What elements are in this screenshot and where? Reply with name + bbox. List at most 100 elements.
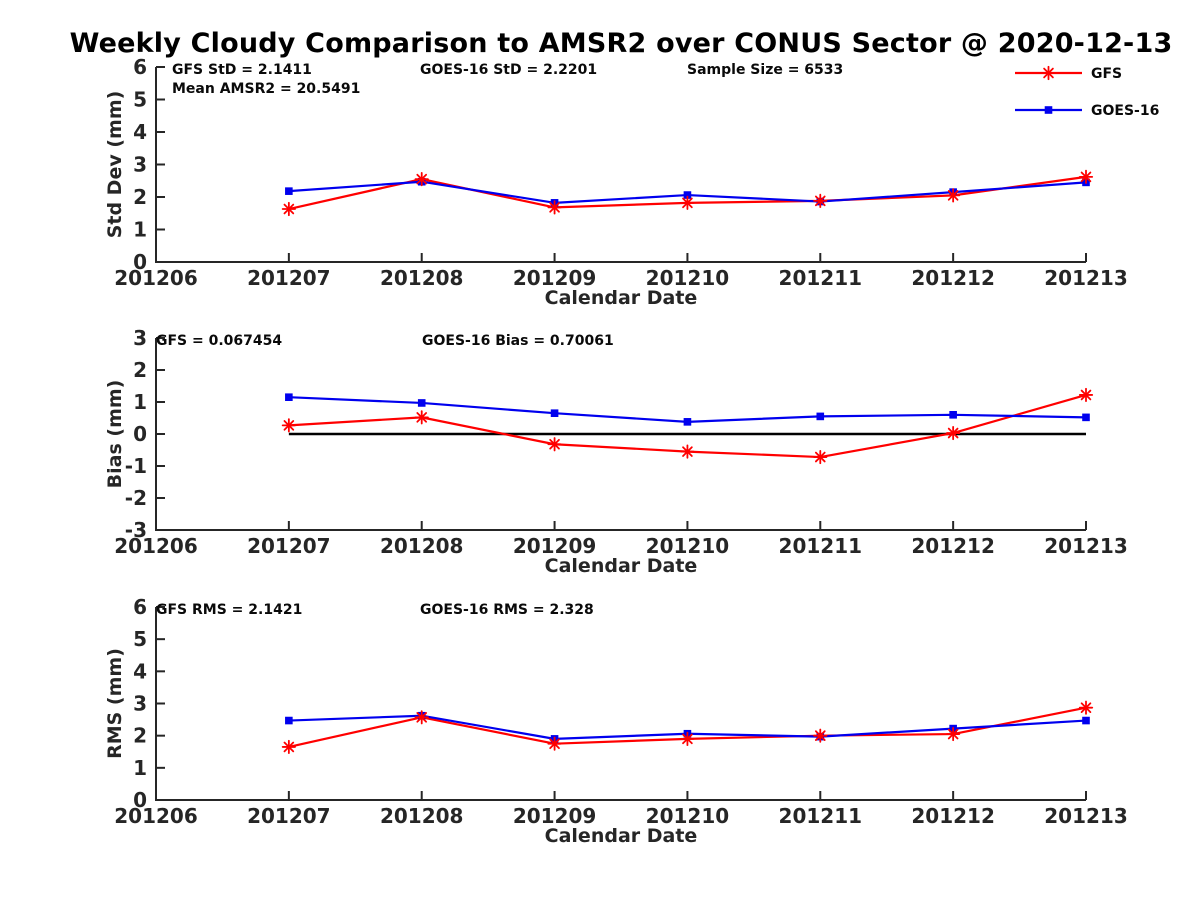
annotation: GFS = 0.067454	[156, 333, 282, 349]
x-tick-label: 201209	[513, 266, 597, 290]
asterisk-marker	[1043, 67, 1054, 79]
gfs-markers	[281, 387, 1094, 465]
asterisk-marker	[416, 173, 428, 185]
asterisk-marker	[549, 438, 560, 450]
y-tick-label: 2	[133, 358, 147, 382]
asterisk-marker	[682, 733, 693, 745]
asterisk-marker	[1080, 389, 1092, 401]
x-tick-label: 201212	[911, 266, 995, 290]
y-tick-label: -1	[125, 454, 147, 478]
x-tick-label: 201210	[646, 266, 730, 290]
square-marker	[683, 191, 692, 199]
x-tick-label: 201207	[247, 804, 331, 828]
asterisk-marker	[947, 190, 959, 201]
y-tick-label: -3	[125, 518, 147, 542]
y-tick-label: 0	[133, 250, 147, 274]
legend-item-goes-16: GOES-16	[1015, 103, 1159, 119]
x-axis-label: Calendar Date	[545, 825, 698, 847]
y-tick-label: 0	[133, 422, 147, 446]
x-axis-label: Calendar Date	[545, 555, 698, 577]
square-marker	[285, 393, 293, 401]
square-marker	[285, 716, 293, 725]
asterisk-marker	[416, 412, 428, 423]
asterisk-marker	[1080, 702, 1092, 713]
annotation: Mean AMSR2 = 20.5491	[172, 81, 360, 97]
x-tick-label: 201213	[1044, 534, 1128, 558]
asterisk-marker	[283, 741, 295, 753]
x-tick-label: 201211	[779, 534, 863, 558]
asterisk-marker	[283, 203, 295, 215]
y-tick-label: 1	[133, 756, 147, 780]
y-tick-label: 4	[133, 120, 147, 144]
y-tick-label: 5	[133, 627, 147, 651]
x-tick-label: 201210	[646, 804, 730, 828]
x-tick-label: 201207	[247, 266, 331, 290]
annotation: GOES-16 RMS = 2.328	[420, 602, 594, 618]
square-marker	[550, 409, 559, 417]
x-tick-label: 201212	[911, 804, 995, 828]
y-tick-label: 4	[133, 659, 147, 683]
annotation: Sample Size = 6533	[687, 62, 843, 78]
y-tick-label: 3	[133, 153, 147, 177]
asterisk-marker	[1080, 171, 1092, 183]
asterisk-marker	[814, 451, 826, 463]
x-tick-label: 201209	[513, 534, 597, 558]
x-tick-label: 201206	[114, 266, 198, 290]
x-tick-label: 201208	[380, 804, 464, 828]
y-tick-label: 6	[133, 595, 147, 619]
asterisk-marker	[549, 738, 560, 750]
subplot-rms-mm: 0 1 2 3 4 5 6 201206 201207 201208 201209 201210 201…	[104, 595, 1128, 847]
x-tick-label: 201212	[911, 534, 995, 558]
y-tick-label: -2	[125, 486, 147, 510]
y-axis-label: RMS (mm)	[104, 648, 126, 759]
asterisk-marker	[416, 712, 428, 723]
x-axis-label: Calendar Date	[545, 287, 698, 309]
goes-16-markers	[285, 393, 1090, 426]
asterisk-marker	[682, 446, 693, 457]
y-tick-label: 3	[133, 692, 147, 716]
x-tick-label: 201208	[380, 266, 464, 290]
y-tick-label: 6	[133, 55, 147, 79]
square-marker	[949, 411, 957, 419]
y-axis-label: Bias (mm)	[104, 380, 126, 489]
x-tick-label: 201206	[114, 804, 198, 828]
y-axis-label: Std Dev (mm)	[104, 91, 126, 239]
annotation: GOES-16 Bias = 0.70061	[422, 333, 614, 349]
y-tick-label: 1	[133, 218, 147, 242]
x-tick-label: 201213	[1044, 266, 1128, 290]
square-marker	[1044, 106, 1053, 114]
x-tick-label: 201210	[646, 534, 730, 558]
y-tick-label: 5	[133, 88, 147, 112]
asterisk-marker	[947, 427, 959, 439]
x-tick-label: 201207	[247, 534, 331, 558]
legend-label: GOES-16	[1091, 103, 1159, 119]
y-tick-label: 2	[133, 724, 147, 748]
y-tick-label: 2	[133, 185, 147, 209]
square-marker	[683, 418, 692, 426]
x-tick-label: 201211	[779, 266, 863, 290]
legend-label: GFS	[1091, 66, 1122, 82]
square-marker	[417, 399, 426, 407]
annotation: GFS RMS = 2.1421	[156, 602, 302, 618]
square-marker	[285, 187, 293, 195]
annotation: GOES-16 StD = 2.2201	[420, 62, 597, 78]
asterisk-marker	[814, 195, 826, 207]
asterisk-marker	[549, 202, 560, 213]
y-tick-label: 0	[133, 788, 147, 812]
square-marker	[1082, 413, 1090, 422]
legend: GFS GOES-16	[1015, 65, 1159, 119]
annotation: GFS StD = 2.1411	[172, 62, 312, 78]
x-tick-label: 201206	[114, 534, 198, 558]
x-tick-label: 201209	[513, 804, 597, 828]
square-marker	[1082, 716, 1090, 725]
asterisk-marker	[283, 420, 295, 431]
chart-title: Weekly Cloudy Comparison to AMSR2 over C…	[69, 28, 1173, 59]
x-tick-label: 201213	[1044, 804, 1128, 828]
asterisk-marker	[814, 730, 826, 741]
gfs-markers	[281, 700, 1094, 755]
gfs-markers	[281, 169, 1094, 217]
y-tick-label: 3	[133, 326, 147, 350]
x-tick-label: 201208	[380, 534, 464, 558]
y-tick-label: 1	[133, 390, 147, 414]
